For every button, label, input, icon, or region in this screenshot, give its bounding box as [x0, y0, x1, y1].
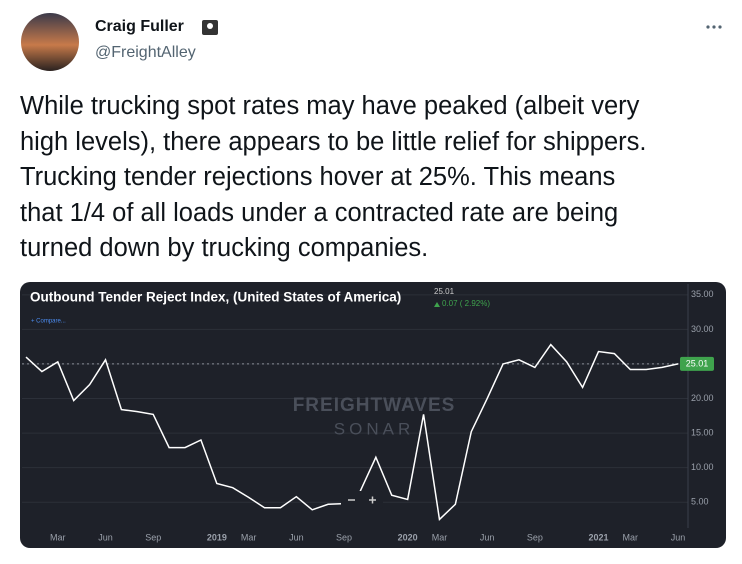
x-tick-label: Sep — [145, 532, 161, 542]
watermark: SONAR — [334, 419, 414, 438]
tweet-text-line: turned down by trucking companies. — [20, 234, 429, 262]
tweet-text-line: that 1/4 of all loads under a contracted… — [20, 198, 619, 227]
x-tick-label: Jun — [671, 532, 686, 542]
x-tick-label: 2021 — [588, 532, 608, 542]
change-arrow — [434, 302, 440, 307]
skull — [207, 23, 213, 29]
zoom-panel — [341, 491, 383, 509]
tweet-text-line: high levels), there appears to be little… — [20, 127, 647, 156]
y-tick-label: 30.00 — [691, 324, 714, 334]
latest-value: 25.01 — [434, 287, 455, 296]
x-tick-label: Mar — [432, 532, 448, 542]
author-handle[interactable]: @FreightAlley — [95, 44, 196, 61]
tweet-text-line: While trucking spot rates may have peake… — [20, 92, 640, 120]
y-tick-label: 10.00 — [691, 462, 714, 472]
x-tick-label: 2019 — [207, 532, 227, 542]
x-tick-label: Jun — [289, 532, 304, 542]
x-tick-label: Sep — [527, 532, 543, 542]
compare-link[interactable]: + Compare... — [31, 319, 66, 325]
chart-background — [20, 282, 726, 548]
avatar[interactable] — [21, 13, 79, 71]
y-tick-label: 15.00 — [691, 427, 714, 437]
y-tick-label: 5.00 — [691, 497, 709, 507]
chart-title: Outbound Tender Reject Index, (United St… — [30, 290, 401, 305]
watermark: FREIGHTWAVES — [293, 395, 456, 416]
x-tick-label: 2020 — [398, 532, 418, 542]
tweet-header-graphics — [21, 13, 722, 71]
y-tick-label: 20.00 — [691, 393, 714, 403]
zoom-controls — [341, 491, 383, 509]
x-tick-label: Sep — [336, 532, 352, 542]
latest-badge-label: 25.01 — [686, 358, 709, 368]
zoom-in[interactable] — [369, 496, 376, 504]
x-tick-label: Mar — [241, 532, 257, 542]
latest-badge — [680, 356, 714, 371]
tweet-text-line: Trucking tender rejections hover at 25%.… — [20, 163, 616, 191]
change-label: 0.07 ( 2.92%) — [442, 299, 490, 308]
y-tick-label: 35.00 — [691, 289, 714, 299]
x-tick-label: Jun — [480, 532, 495, 542]
x-tick-label: Jun — [98, 532, 113, 542]
author-name[interactable]: Craig Fuller — [95, 18, 184, 35]
x-tick-label: Mar — [623, 532, 639, 542]
x-tick-label: Mar — [50, 532, 66, 542]
more-menu[interactable] — [706, 25, 722, 29]
